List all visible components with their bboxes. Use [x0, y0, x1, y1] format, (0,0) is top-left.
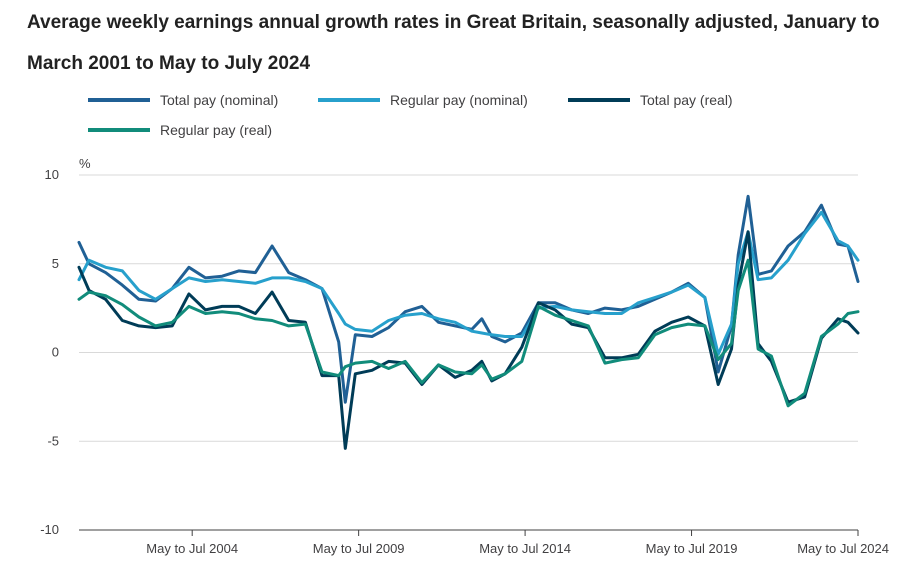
legend-label: Total pay (nominal) — [160, 92, 279, 108]
legend-swatch — [88, 128, 150, 132]
y-tick-label: 10 — [45, 167, 59, 182]
legend-swatch — [88, 98, 150, 102]
x-tick-label: May to Jul 2009 — [313, 541, 405, 556]
series-lines — [77, 194, 860, 450]
legend-item-total-pay-real: Total pay (real) — [568, 92, 733, 108]
legend-label: Regular pay (nominal) — [390, 92, 528, 108]
y-axis-unit: % — [79, 156, 91, 171]
legend-label: Total pay (real) — [640, 92, 733, 108]
legend-item-regular-pay-nominal: Regular pay (nominal) — [318, 92, 528, 108]
y-tick-label: 0 — [52, 345, 59, 360]
x-tick-label: May to Jul 2019 — [646, 541, 738, 556]
y-tick-label: -5 — [47, 433, 59, 448]
x-axis-ticks: May to Jul 2004 May to Jul 2009 May to Jul… — [79, 529, 889, 556]
y-tick-label: -10 — [40, 522, 59, 537]
x-tick-label: May to Jul 2004 — [146, 541, 238, 556]
series-line-regular-pay-real — [77, 258, 860, 408]
x-tick-label: May to Jul 2014 — [479, 541, 571, 556]
series-line-total-pay-nominal — [77, 194, 860, 404]
series-line-total-pay-real — [77, 230, 860, 450]
legend-swatch — [568, 98, 630, 102]
legend-item-total-pay-nominal: Total pay (nominal) — [88, 92, 278, 108]
legend-item-regular-pay-real: Regular pay (real) — [88, 122, 272, 138]
x-tick-label: May to Jul 2024 — [797, 541, 889, 556]
legend-label: Regular pay (real) — [160, 122, 273, 138]
chart-title: Average weekly earnings annual growth ra… — [27, 12, 880, 74]
y-tick-label: 5 — [52, 256, 59, 271]
series-line-regular-pay-nominal — [77, 210, 860, 356]
y-axis-ticks: 10 5 0 -5 -10 — [40, 167, 59, 537]
gridlines — [79, 174, 858, 442]
legend-swatch — [318, 98, 380, 102]
